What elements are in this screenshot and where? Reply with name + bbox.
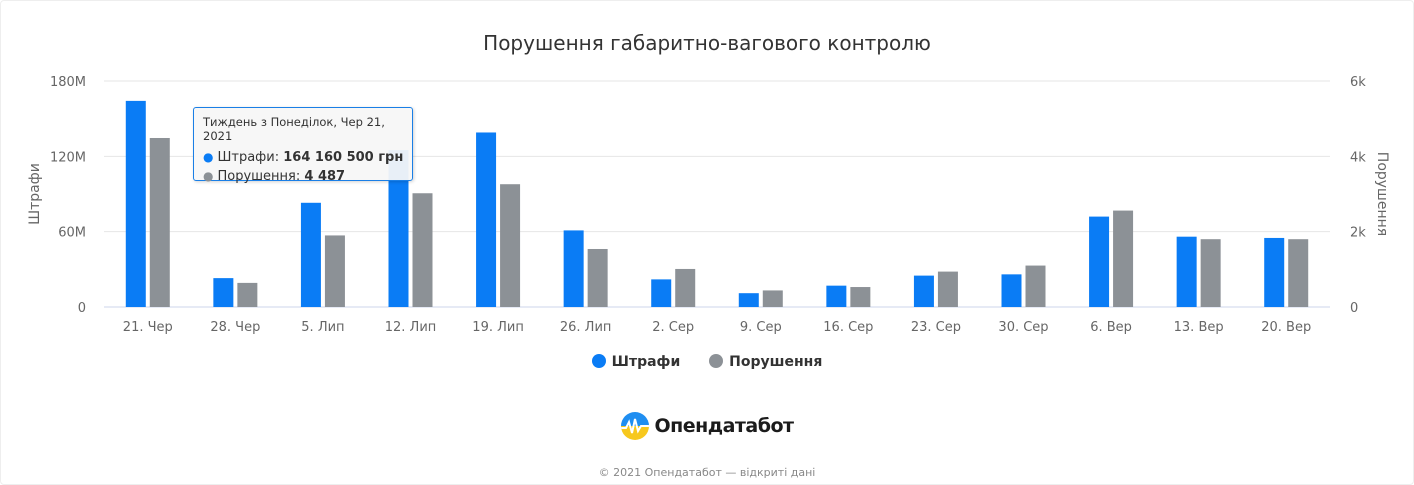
y2-axis-labels: 0 2k 4k 6k: [1350, 75, 1366, 316]
bar-fines[interactable]: [1264, 237, 1285, 307]
bar-violations[interactable]: [587, 248, 608, 307]
x-tick-label: 9. Сер: [740, 320, 782, 335]
bar-fines[interactable]: [1001, 274, 1022, 307]
bar-violations[interactable]: [324, 235, 345, 307]
bar-fines[interactable]: [476, 132, 497, 307]
x-tick-label: 19. Лип: [472, 320, 524, 335]
bar-fines[interactable]: [826, 285, 847, 307]
bar-fines[interactable]: [738, 293, 759, 307]
y-axis-title: Штрафи: [27, 163, 43, 225]
tooltip-row-fines: ● Штрафи: 164 160 500 грн: [203, 148, 403, 167]
x-tick-label: 6. Вер: [1090, 320, 1132, 335]
bar-violations[interactable]: [500, 184, 521, 307]
x-tick-label: 21. Чер: [123, 320, 173, 335]
bar-violations[interactable]: [1200, 239, 1221, 307]
bar-violations[interactable]: [850, 287, 871, 307]
tooltip-header: Тиждень з Понеділок, Чер 21, 2021: [203, 115, 385, 143]
bars: [125, 100, 1309, 307]
y-tick-label: 0: [78, 301, 86, 316]
bar-fines[interactable]: [300, 202, 321, 307]
bar-fines[interactable]: [563, 230, 584, 307]
x-tick-label: 30. Сер: [998, 320, 1048, 335]
x-tick-label: 28. Чер: [210, 320, 260, 335]
bar-violations[interactable]: [1025, 265, 1046, 307]
tooltip-violations-value: 4 487: [304, 169, 346, 184]
bar-violations[interactable]: [762, 290, 783, 307]
brand-inner: Опендатабот: [620, 411, 794, 441]
chart-title: Порушення габаритно-вагового контролю: [483, 31, 931, 55]
x-tick-label: 13. Вер: [1174, 320, 1224, 335]
x-tick-label: 23. Сер: [911, 320, 961, 335]
brand-name: Опендатабот: [654, 415, 794, 437]
y-tick-label: 120M: [50, 150, 86, 165]
legend: Штрафи Порушення: [0, 354, 1414, 370]
bar-violations[interactable]: [149, 137, 170, 307]
bar-fines[interactable]: [1176, 236, 1197, 307]
legend-item-violations[interactable]: Порушення: [709, 354, 822, 370]
x-tick-label: 26. Лип: [560, 320, 612, 335]
bar-fines[interactable]: [388, 150, 409, 307]
bar-fines[interactable]: [913, 275, 934, 307]
brand: Опендатабот: [0, 411, 1414, 445]
tooltip-row-violations: ● Порушення: 4 487: [203, 167, 403, 186]
tooltip-dot-fines-icon: ●: [203, 150, 214, 164]
legend-dot-violations-icon: [709, 354, 724, 368]
y-tick-label: 180M: [50, 75, 86, 90]
legend-label-violations: Порушення: [729, 354, 823, 370]
footer-copyright: © 2021 Опендатабот — відкриті дані: [598, 466, 816, 479]
y-tick-label: 60M: [58, 226, 86, 241]
y2-axis-title: Порушення: [1374, 152, 1390, 236]
legend-label-fines: Штрафи: [611, 354, 681, 370]
bar-violations[interactable]: [237, 282, 258, 307]
x-tick-label: 16. Сер: [823, 320, 873, 335]
y2-tick-label: 0: [1350, 301, 1358, 316]
y-axis-labels: 0 60M 120M 180M: [50, 75, 86, 316]
tooltip-violations-label: Порушення:: [217, 169, 305, 184]
logo-icon: [621, 412, 650, 440]
bar-fines[interactable]: [213, 278, 234, 307]
bar-fines[interactable]: [125, 100, 146, 307]
legend-dot-fines-icon: [591, 354, 606, 368]
tooltip-fines-label: Штрафи:: [217, 150, 284, 165]
bar-fines[interactable]: [651, 279, 672, 307]
bar-violations[interactable]: [1113, 210, 1134, 307]
bar-violations[interactable]: [1288, 239, 1309, 307]
y2-tick-label: 6k: [1350, 75, 1366, 90]
y2-tick-label: 4k: [1350, 150, 1366, 165]
bar-fines[interactable]: [1089, 216, 1110, 307]
x-axis-labels: 21. Чер 28. Чер 5. Лип 12. Лип 19. Лип 26. Ли…: [123, 320, 1311, 335]
tooltip: Тиждень з Понеділок, Чер 21, 2021 ● Штраф…: [193, 107, 413, 184]
x-tick-label: 12. Лип: [385, 320, 437, 335]
legend-item-fines[interactable]: Штрафи: [591, 354, 681, 370]
x-tick-label: 5. Лип: [301, 320, 344, 335]
x-tick-label: 20. Вер: [1261, 320, 1311, 335]
bar-violations[interactable]: [675, 268, 696, 307]
bar-violations[interactable]: [412, 193, 433, 307]
y2-tick-label: 2k: [1350, 226, 1366, 241]
tooltip-fines-value: 164 160 500 грн: [283, 150, 404, 165]
tooltip-dot-violations-icon: ●: [203, 169, 214, 183]
bar-violations[interactable]: [937, 271, 958, 307]
x-tick-label: 2. Сер: [652, 320, 694, 335]
